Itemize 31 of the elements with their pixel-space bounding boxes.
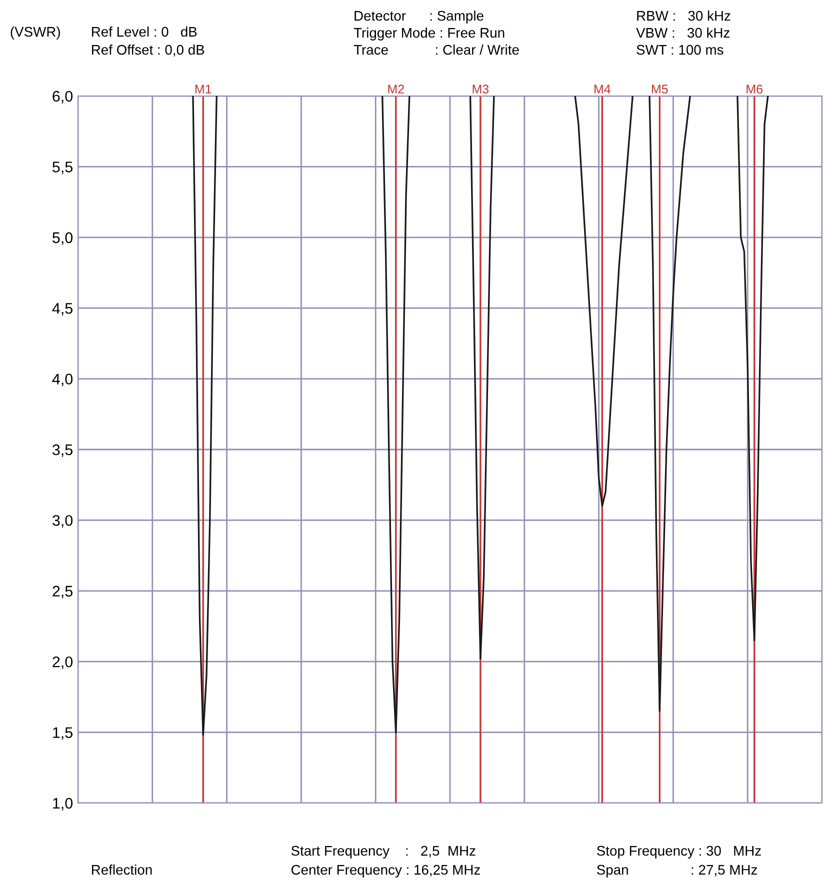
text: Ref Level : 0 dB bbox=[92, 26, 197, 37]
text: RBW : 30 kHz bbox=[637, 10, 730, 21]
text: Trace : Clear / Write bbox=[354, 44, 519, 55]
text: Span : 27,5 MHz bbox=[597, 864, 758, 878]
text: Start Frequency : 2,5 MHz bbox=[291, 846, 476, 858]
text: VBW : 30 kHz bbox=[636, 28, 730, 38]
y-tick-label: 2,0 bbox=[52, 656, 73, 670]
y-tick-label: 1,0 bbox=[53, 798, 73, 810]
text: M3 bbox=[472, 84, 489, 94]
text: Detector : Sample bbox=[354, 10, 484, 24]
text: M1 bbox=[195, 84, 212, 94]
text: SWT : 100 ms bbox=[636, 44, 724, 55]
text: M4 bbox=[594, 84, 610, 94]
y-tick-label: 2,5 bbox=[52, 586, 72, 598]
text: Reflection bbox=[92, 864, 152, 875]
text: M5 bbox=[652, 84, 668, 94]
y-axis-title: (VSWR) bbox=[10, 26, 60, 40]
text: Ref Offset : 0,0 dB bbox=[92, 44, 204, 56]
text: Trigger Mode : Free Run bbox=[354, 28, 504, 40]
y-tick-label: 6,0 bbox=[52, 90, 73, 104]
y-tick-label: 1,5 bbox=[53, 727, 72, 740]
y-tick-label: 5,5 bbox=[52, 162, 72, 174]
y-tick-label: 3,5 bbox=[52, 444, 72, 457]
y-tick-label: 3,0 bbox=[52, 515, 73, 528]
y-tick-label: 5,0 bbox=[52, 232, 73, 245]
text: M2 bbox=[388, 84, 404, 94]
text: M6 bbox=[746, 84, 762, 94]
y-tick-label: 4,5 bbox=[52, 303, 72, 316]
text: Center Frequency : 16,25 MHz bbox=[291, 864, 480, 878]
y-tick-label: 4,0 bbox=[52, 374, 73, 386]
text: Stop Frequency : 30 MHz bbox=[597, 846, 761, 858]
